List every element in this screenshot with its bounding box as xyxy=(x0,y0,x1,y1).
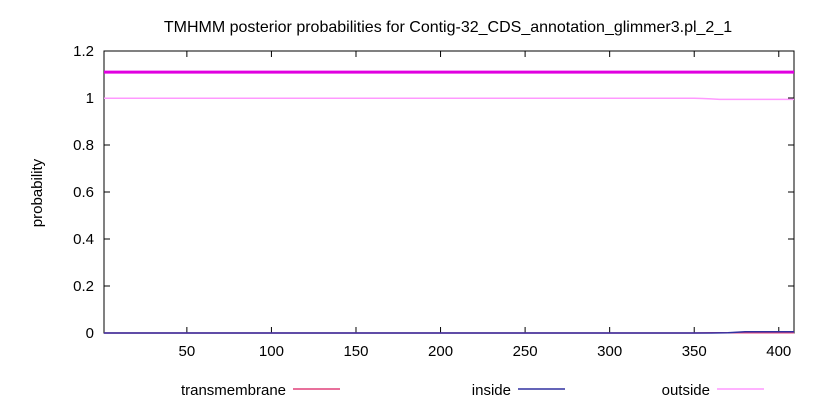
series-line-outside xyxy=(104,97,794,101)
legend: transmembrane inside outside xyxy=(181,382,764,399)
legend-label-inside: inside xyxy=(472,382,511,399)
y-tick-label: 1.2 xyxy=(73,43,94,60)
legend-label-transmembrane: transmembrane xyxy=(181,382,286,399)
y-tick-label: 0.2 xyxy=(73,278,94,295)
y-tick-label: 0 xyxy=(86,325,94,342)
x-tick-label: 300 xyxy=(597,343,622,360)
legend-label-outside: outside xyxy=(662,382,710,399)
chart-title: TMHMM posterior probabilities for Contig… xyxy=(164,19,732,36)
y-tick-label: 1 xyxy=(86,90,94,107)
axis-ticks: 0 0.2 0.4 0.6 0.8 1 1.2 50 100 150 200 250 300 350 400 xyxy=(73,43,794,360)
plot-marks xyxy=(104,70,794,334)
y-tick-label: 0.4 xyxy=(73,231,94,248)
x-tick-label: 150 xyxy=(343,343,368,360)
x-tick-label: 400 xyxy=(766,343,791,360)
x-tick-label: 100 xyxy=(259,343,284,360)
x-tick-label: 200 xyxy=(428,343,453,360)
y-axis-label: probability xyxy=(29,158,46,227)
y-tick-label: 0.8 xyxy=(73,137,94,154)
plot-frame xyxy=(103,50,795,334)
series-line-inside xyxy=(104,331,794,334)
x-tick-label: 250 xyxy=(513,343,538,360)
x-tick-label: 50 xyxy=(179,343,196,360)
y-tick-label: 0.6 xyxy=(73,184,94,201)
x-tick-label: 350 xyxy=(682,343,707,360)
